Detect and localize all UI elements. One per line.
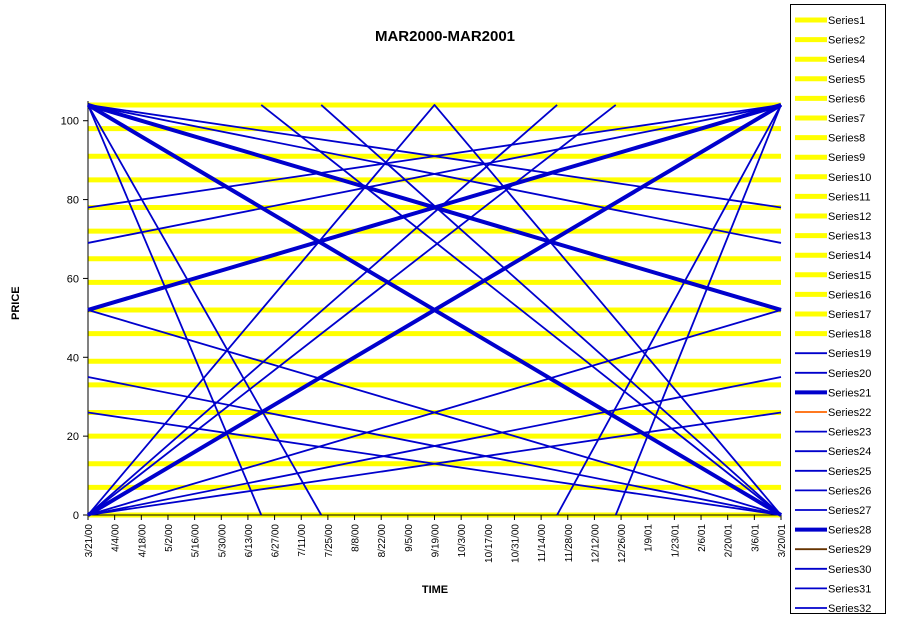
legend-label-9: Series11 [828,191,871,203]
x-tick-label-4: 5/16/00 [191,524,202,558]
legend-label-29: Series31 [828,583,871,595]
legend-label-11: Series13 [828,231,871,243]
x-tick-label-8: 7/11/00 [297,524,308,557]
series-line-18 [87,376,782,516]
x-tick-label-24: 2/20/01 [724,524,735,558]
x-tick-label-10: 8/8/00 [351,524,362,552]
y-tick-label-80: 80 [67,195,79,207]
x-tick-label-2: 4/18/00 [137,524,148,558]
chart-title: MAR2000-MAR2001 [374,28,516,45]
legend: Series1 Series2 Series4 Series5 Series6 Serie… [790,4,886,614]
series-line-11 [87,104,558,516]
series-line-5 [87,309,782,516]
y-tick-label-100: 100 [61,116,79,128]
series-line-Series28 [86,103,783,517]
x-tick-label-21: 1/9/01 [644,524,655,552]
legend-label-30: Series32 [828,603,871,614]
legend-label-23: Series25 [828,466,871,478]
legend-label-15: Series17 [828,309,871,321]
legend-label-13: Series15 [828,270,871,282]
legend-label-3: Series5 [828,74,865,86]
legend-label-10: Series12 [828,211,871,223]
series-line-21 [87,104,782,209]
y-tick-label-20: 20 [67,431,79,443]
legend-label-5: Series7 [828,113,865,125]
legend-label-12: Series14 [828,250,871,262]
legend-label-25: Series27 [828,505,871,517]
series-line-13 [556,104,782,516]
legend-label-0: Series1 [828,15,865,27]
legend-label-19: Series21 [828,387,871,399]
legend-label-17: Series19 [828,348,871,360]
legend-label-14: Series16 [828,289,871,301]
x-tick-label-25: 3/6/01 [750,524,761,552]
series-line-8 [87,104,323,516]
x-tick-label-5: 5/30/00 [217,524,228,558]
series-line-10 [320,104,782,516]
x-tick-label-3: 5/2/00 [164,524,175,552]
series-line-14 [614,104,782,516]
legend-label-28: Series30 [828,564,871,576]
x-tick-label-9: 7/25/00 [324,524,335,558]
series-line-22 [87,104,782,244]
x-tick-label-6: 6/13/00 [244,524,255,558]
legend-label-7: Series9 [828,152,865,164]
y-tick-label-40: 40 [67,352,79,364]
legend-label-20: Series22 [828,407,871,419]
x-tick-label-23: 2/6/01 [697,524,708,552]
x-tick-label-26: 3/20/01 [777,524,788,558]
series-line-17 [87,411,782,516]
x-tick-label-16: 10/31/00 [510,524,521,563]
legend-label-1: Series2 [828,35,865,47]
x-tick-label-18: 11/28/00 [564,524,575,563]
legend-label-4: Series6 [828,93,865,105]
legend-label-16: Series18 [828,329,871,341]
series-line-7 [87,104,263,516]
x-tick-label-20: 12/26/00 [617,524,628,563]
x-tick-label-11: 8/22/00 [377,524,388,558]
legend-label-24: Series26 [828,485,871,497]
x-tick-label-17: 11/14/00 [537,524,548,563]
legend-label-18: Series20 [828,368,871,380]
x-tick-label-12: 9/5/00 [404,524,415,552]
legend-label-22: Series24 [828,446,871,458]
legend-label-8: Series10 [828,172,871,184]
x-tick-label-7: 6/27/00 [271,524,282,558]
x-tick-label-13: 9/19/00 [431,524,442,558]
x-tick-label-15: 10/17/00 [484,524,495,563]
x-axis-label: TIME [421,584,449,596]
x-tick-label-0: 3/21/00 [84,524,95,558]
series-line-3 [87,103,782,312]
x-tick-label-14: 10/3/00 [457,524,468,558]
series-line-9 [260,104,782,516]
legend-label-27: Series29 [828,544,871,556]
x-tick-label-1: 4/4/00 [111,524,122,552]
legend-label-6: Series8 [828,133,865,145]
legend-label-26: Series28 [828,525,871,537]
legend-label-21: Series23 [828,427,871,439]
series-line-12 [87,104,617,516]
x-tick-label-19: 12/12/00 [590,524,601,563]
x-tick-label-22: 1/23/01 [670,524,681,558]
legend-label-2: Series4 [828,54,865,66]
y-tick-label-0: 0 [73,510,79,522]
y-tick-label-60: 60 [67,273,79,285]
